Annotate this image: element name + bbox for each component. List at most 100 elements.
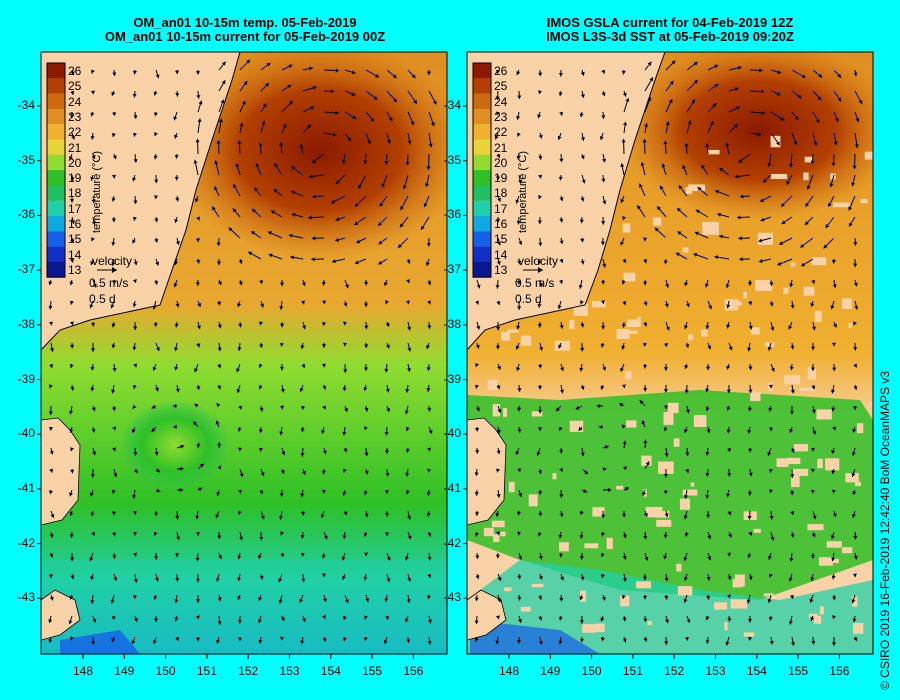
velocity-arrowhead bbox=[300, 535, 305, 539]
velocity-arrowhead bbox=[831, 450, 836, 455]
velocity-arrowhead bbox=[288, 233, 293, 238]
longitude-label: 152 bbox=[664, 664, 685, 678]
velocity-arrowhead bbox=[768, 555, 772, 560]
velocity-arrowhead bbox=[622, 578, 627, 582]
velocity-arrowhead bbox=[641, 420, 646, 425]
velocity-arrowhead bbox=[602, 200, 607, 205]
cloud-gap-patch bbox=[676, 563, 682, 572]
velocity-arrowhead bbox=[516, 280, 521, 285]
velocity-arrowhead bbox=[90, 176, 95, 181]
velocity-arrowhead bbox=[517, 95, 522, 100]
velocity-key-speed: 0.5 m/s bbox=[89, 276, 129, 290]
velocity-arrowhead bbox=[152, 305, 157, 310]
velocity-arrowhead bbox=[831, 557, 836, 562]
velocity-arrowhead bbox=[301, 300, 306, 305]
colorbar-swatch bbox=[473, 108, 491, 125]
velocity-arrowhead bbox=[664, 641, 669, 645]
velocity-arrowhead bbox=[404, 618, 409, 623]
colorbars bbox=[46, 62, 543, 278]
longitude-label: 156 bbox=[403, 664, 424, 678]
velocity-arrowhead bbox=[769, 640, 774, 645]
velocity-arrowhead bbox=[516, 640, 521, 644]
velocity-arrowhead bbox=[216, 639, 221, 644]
velocity-arrowhead bbox=[155, 261, 160, 266]
velocity-arrowhead bbox=[237, 510, 242, 515]
velocity-arrowhead bbox=[133, 159, 138, 163]
velocity-arrowhead bbox=[385, 300, 390, 305]
velocity-arrowhead bbox=[90, 576, 95, 581]
velocity-arrowhead bbox=[496, 429, 501, 434]
cloud-gap-patch bbox=[554, 340, 570, 351]
velocity-arrowhead bbox=[643, 439, 648, 444]
cloud-gap-patch bbox=[784, 375, 801, 385]
velocity-arrowhead bbox=[705, 325, 710, 330]
velocity-arrowhead bbox=[664, 303, 669, 308]
velocity-arrowhead bbox=[558, 92, 563, 97]
velocity-arrowhead bbox=[776, 141, 780, 146]
latitude-label: -40 bbox=[443, 426, 461, 441]
velocity-arrowhead bbox=[825, 224, 830, 229]
velocity-arrowhead bbox=[777, 261, 782, 266]
right-map-panel bbox=[467, 52, 873, 654]
velocity-arrowhead bbox=[301, 364, 306, 368]
latitude-label: -37 bbox=[443, 262, 461, 277]
velocity-arrowhead bbox=[642, 576, 648, 581]
velocity-arrowhead bbox=[495, 531, 500, 536]
velocity-arrowhead bbox=[195, 637, 201, 642]
colorbar-tick-label: 17 bbox=[494, 201, 508, 216]
velocity-arrowhead bbox=[558, 176, 563, 181]
velocity-arrowhead bbox=[175, 93, 180, 97]
velocity-arrowhead bbox=[331, 259, 336, 264]
colorbar-tick-label: 22 bbox=[494, 125, 508, 140]
cloud-gap-patch bbox=[520, 606, 531, 612]
velocity-arrowhead bbox=[239, 122, 244, 127]
velocity-arrowhead bbox=[788, 325, 793, 330]
velocity-arrowhead bbox=[300, 406, 306, 410]
velocity-arrowhead bbox=[620, 163, 625, 168]
velocity-arrowhead bbox=[748, 531, 753, 536]
velocity-arrowhead bbox=[516, 467, 521, 472]
velocity-arrowhead bbox=[48, 619, 53, 623]
velocity-arrowhead bbox=[663, 389, 668, 393]
velocity-arrowhead bbox=[747, 429, 752, 434]
velocity-arrowhead bbox=[685, 303, 690, 308]
velocity-arrowhead bbox=[600, 241, 605, 246]
velocity-arrowhead bbox=[580, 260, 585, 265]
velocity-arrowhead bbox=[175, 637, 180, 641]
velocity-arrowhead bbox=[596, 403, 601, 408]
velocity-arrowhead bbox=[228, 227, 233, 232]
velocity-arrowhead bbox=[386, 139, 391, 144]
cloud-gap-patch bbox=[688, 184, 706, 192]
velocity-arrowhead bbox=[496, 111, 500, 116]
latitude-label: -39 bbox=[17, 371, 35, 386]
velocity-arrowhead bbox=[516, 115, 521, 120]
velocity-arrowhead bbox=[156, 488, 161, 493]
velocity-arrowhead bbox=[424, 183, 429, 188]
velocity-arrowhead bbox=[853, 535, 858, 540]
velocity-arrowhead bbox=[538, 640, 543, 645]
velocity-arrowhead bbox=[112, 155, 117, 160]
velocity-arrowhead bbox=[516, 220, 521, 225]
velocity-arrowhead bbox=[747, 516, 752, 520]
velocity-arrowhead bbox=[427, 640, 432, 645]
velocity-arrowhead bbox=[239, 473, 244, 478]
velocity-arrowhead bbox=[790, 491, 795, 496]
velocity-arrowhead bbox=[495, 285, 500, 289]
colorbar-tick-label: 24 bbox=[68, 94, 82, 109]
velocity-arrowhead bbox=[405, 388, 410, 393]
velocity-arrowhead bbox=[373, 95, 378, 100]
velocity-arrowhead bbox=[112, 555, 117, 559]
velocity-arrowhead bbox=[497, 598, 502, 603]
velocity-arrowhead bbox=[777, 70, 782, 75]
cloud-gap-patch bbox=[804, 156, 813, 163]
velocity-arrowhead bbox=[768, 407, 773, 412]
velocity-arrowhead bbox=[92, 451, 97, 456]
velocity-arrowhead bbox=[622, 424, 626, 429]
velocity-arrowhead bbox=[622, 92, 627, 97]
velocity-arrowhead bbox=[48, 427, 54, 431]
velocity-arrowhead bbox=[495, 512, 500, 517]
velocity-key-label: velocity bbox=[92, 254, 133, 268]
cloud-gap-patch bbox=[755, 279, 773, 291]
velocity-arrowhead bbox=[406, 279, 410, 284]
